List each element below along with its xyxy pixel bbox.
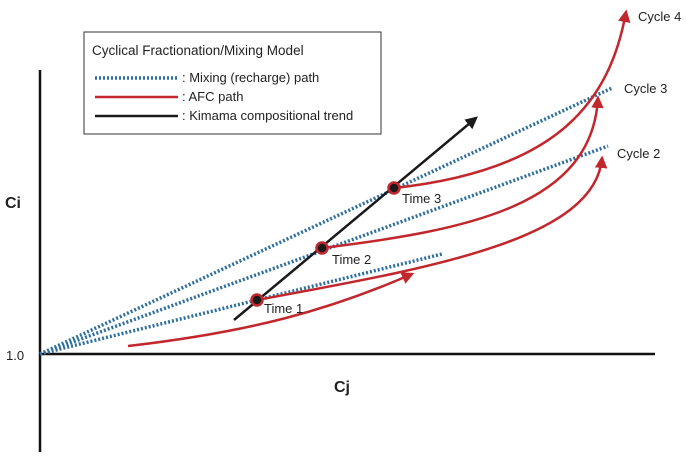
afc-path-time-2 [321, 95, 604, 250]
origin-label: 1.0 [6, 348, 24, 363]
legend-title: Cyclical Fractionation/Mixing Model [92, 43, 304, 58]
time-3-marker [387, 181, 401, 195]
legend-trend-label: : Kimama compositional trend [182, 108, 353, 123]
x-axis-label: Cj [334, 379, 350, 396]
afc-path-cycle-1 [127, 272, 415, 348]
y-axis-label: Ci [5, 195, 21, 212]
time-2-marker [315, 241, 329, 255]
mixing-path-cycle-1 [39, 252, 443, 356]
mixing-path-cycle-2 [39, 144, 609, 356]
cycle-3-label: Cycle 3 [624, 81, 667, 96]
cycle-4-label: Cycle 4 [638, 9, 681, 24]
mixing-paths [39, 86, 613, 356]
cycle-2-label: Cycle 2 [617, 146, 660, 161]
afc-path-time-1 [256, 155, 608, 302]
time-points [250, 181, 401, 307]
afc-path-time-3 [393, 9, 631, 190]
time-2-label: Time 2 [332, 252, 371, 267]
legend-afc-label: : AFC path [182, 89, 243, 104]
time-1-label: Time 1 [264, 301, 303, 316]
kimama-trend-arrow [233, 116, 478, 321]
afc-paths [127, 9, 631, 348]
time-1-marker [250, 293, 264, 307]
legend-mixing-label: : Mixing (recharge) path [182, 70, 319, 85]
legend: Cyclical Fractionation/Mixing Model : Mi… [83, 31, 382, 135]
mixing-path-cycle-3 [39, 86, 613, 356]
time-3-label: Time 3 [402, 191, 441, 206]
